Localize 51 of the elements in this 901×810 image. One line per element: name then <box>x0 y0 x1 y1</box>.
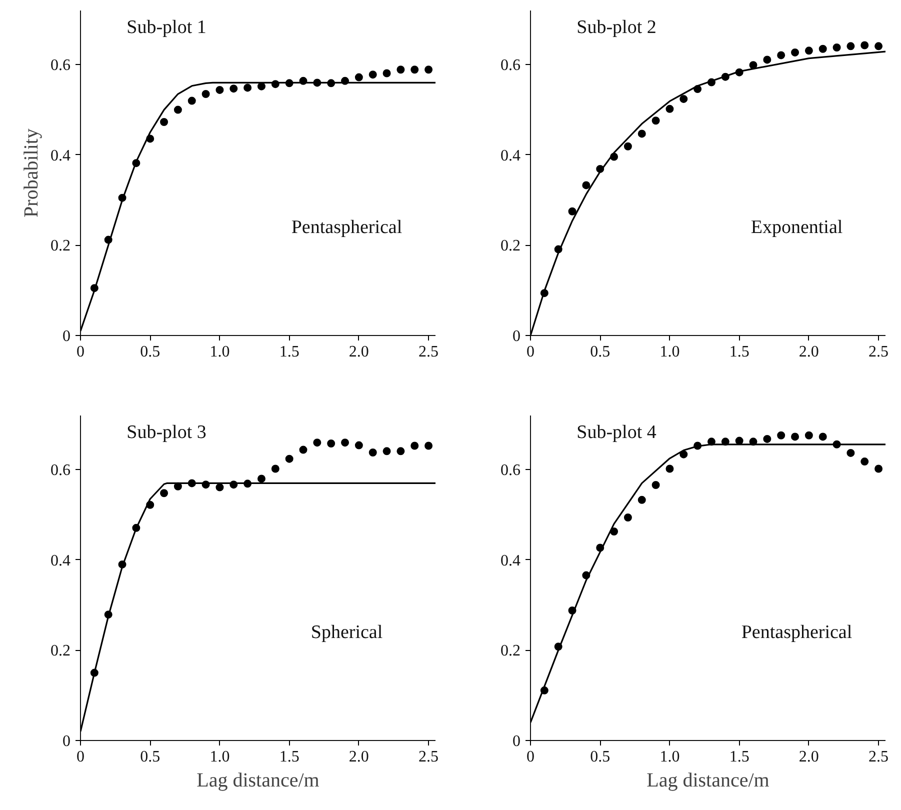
x-tick-label: 2.5 <box>868 344 889 360</box>
x-tick-label: 1.5 <box>279 748 300 766</box>
x-tick-label: 0.5 <box>590 344 610 360</box>
x-axis-title: Lag distance/m <box>196 770 320 792</box>
x-tick-label: 1.0 <box>210 748 230 766</box>
y-tick-label: 0.2 <box>500 238 520 255</box>
y-tick-label: 0.4 <box>500 552 520 570</box>
y-tick-label: 0.4 <box>50 147 70 164</box>
annotation: Spherical <box>310 622 383 643</box>
x-tick-label: 1.5 <box>729 748 750 766</box>
x-tick-label: 0.5 <box>140 344 160 360</box>
x-tick-label: 0 <box>76 748 84 766</box>
x-tick-label: 1.5 <box>279 344 300 360</box>
chart-title: Sub-plot 1 <box>126 17 206 38</box>
x-tick-label: 1.0 <box>210 344 230 360</box>
x-tick-label: 2.0 <box>348 344 369 360</box>
y-tick-label: 0 <box>512 328 520 345</box>
y-tick-label: 0 <box>62 328 70 345</box>
annotation: Pentaspherical <box>291 217 402 238</box>
x-tick-label: 1.5 <box>729 344 750 360</box>
y-tick-label: 0.2 <box>500 642 520 660</box>
x-axis-title: Lag distance/m <box>646 770 770 792</box>
x-tick-label: 0 <box>526 344 534 360</box>
y-tick-label: 0.2 <box>50 238 70 255</box>
x-tick-label: 2.5 <box>418 344 439 360</box>
x-tick-label: 2.5 <box>868 748 889 766</box>
chart-title: Sub-plot 4 <box>576 422 657 443</box>
y-axis-title: Probability <box>20 128 42 218</box>
x-tick-label: 2.0 <box>798 344 819 360</box>
y-tick-label: 0.4 <box>500 147 520 164</box>
y-tick-label: 0.6 <box>500 462 520 480</box>
chart-title: Sub-plot 2 <box>576 17 656 38</box>
y-tick-label: 0 <box>62 733 70 750</box>
x-tick-label: 2.0 <box>798 748 819 766</box>
chart-title: Sub-plot 3 <box>126 422 206 443</box>
x-tick-label: 0.5 <box>590 748 610 766</box>
y-tick-label: 0.6 <box>500 57 520 74</box>
y-tick-label: 0 <box>512 733 520 750</box>
x-tick-label: 1.0 <box>660 344 680 360</box>
annotation: Exponential <box>750 217 843 238</box>
x-tick-label: 0.5 <box>140 748 160 766</box>
x-tick-label: 0 <box>76 344 84 360</box>
x-tick-label: 1.0 <box>660 748 680 766</box>
y-tick-label: 0.2 <box>50 642 70 660</box>
x-tick-label: 2.0 <box>348 748 369 766</box>
y-tick-label: 0.6 <box>50 57 70 74</box>
x-tick-label: 2.5 <box>418 748 439 766</box>
y-tick-label: 0.4 <box>50 552 70 570</box>
annotation: Pentaspherical <box>741 622 852 643</box>
x-tick-label: 0 <box>526 748 534 766</box>
y-tick-label: 0.6 <box>50 462 70 480</box>
